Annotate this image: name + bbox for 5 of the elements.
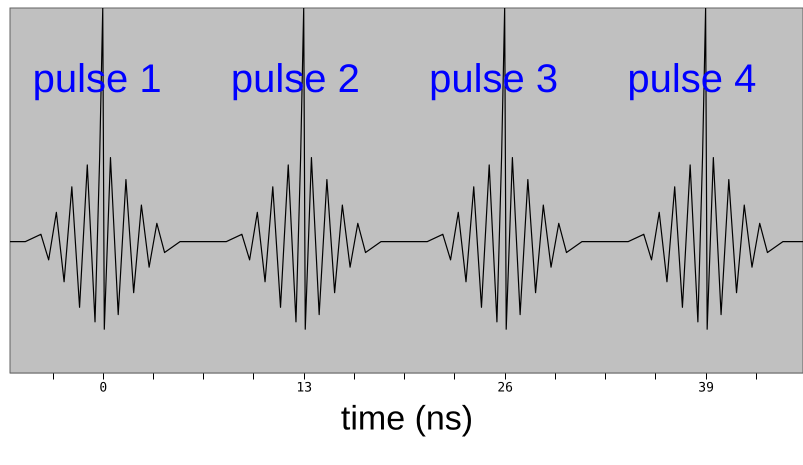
x-tick-label: 26 [497, 380, 513, 396]
x-tick-label: 0 [99, 380, 108, 396]
x-tick-label: 39 [698, 380, 714, 396]
x-axis-title: time (ns) [340, 400, 474, 438]
x-tick-label: 13 [296, 380, 312, 396]
